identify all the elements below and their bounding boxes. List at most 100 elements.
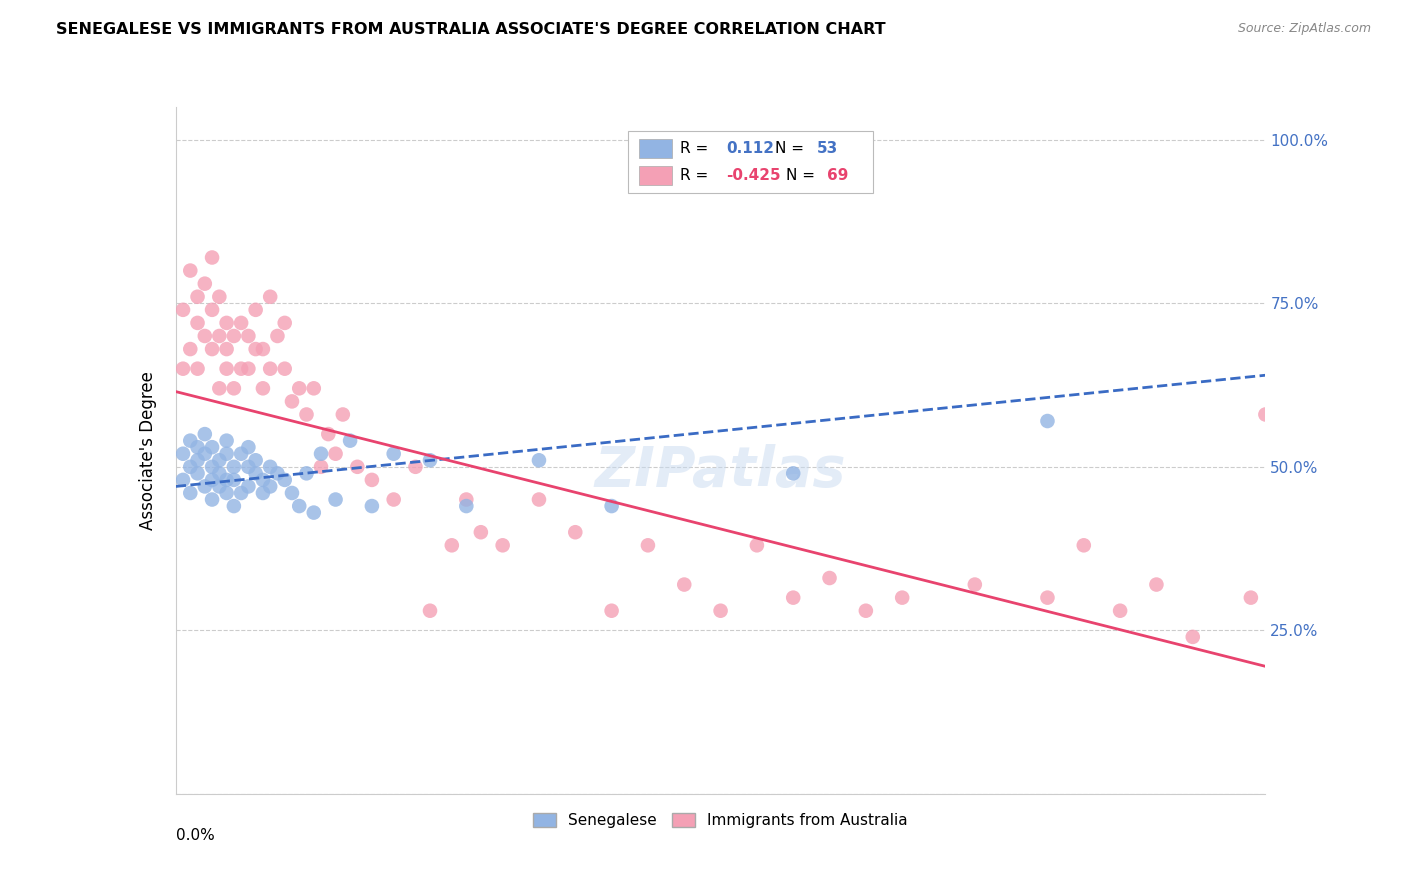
Point xyxy=(309,447,332,461)
Point xyxy=(252,486,274,500)
Point xyxy=(245,467,267,481)
Point xyxy=(208,329,231,343)
Point xyxy=(1254,408,1277,422)
Point xyxy=(346,459,368,474)
Point xyxy=(201,342,224,356)
Point xyxy=(186,316,209,330)
Point xyxy=(208,381,231,395)
Point xyxy=(274,316,297,330)
Point xyxy=(1146,577,1168,591)
Point xyxy=(194,447,217,461)
Point xyxy=(238,479,260,493)
Text: SENEGALESE VS IMMIGRANTS FROM AUSTRALIA ASSOCIATE'S DEGREE CORRELATION CHART: SENEGALESE VS IMMIGRANTS FROM AUSTRALIA … xyxy=(56,22,886,37)
Point xyxy=(456,492,478,507)
Point xyxy=(281,486,304,500)
Text: R =: R = xyxy=(681,141,713,156)
Y-axis label: Associate's Degree: Associate's Degree xyxy=(139,371,157,530)
Point xyxy=(172,447,194,461)
Point xyxy=(208,453,231,467)
Point xyxy=(222,499,245,513)
Point xyxy=(231,486,253,500)
Point xyxy=(215,486,238,500)
Point xyxy=(288,499,311,513)
Point xyxy=(179,342,201,356)
Point xyxy=(252,342,274,356)
Point xyxy=(1073,538,1095,552)
Point xyxy=(222,381,245,395)
Point xyxy=(215,473,238,487)
Point xyxy=(419,604,441,618)
Point xyxy=(325,492,347,507)
Point xyxy=(710,604,733,618)
Point xyxy=(215,342,238,356)
FancyBboxPatch shape xyxy=(638,166,672,185)
Point xyxy=(186,290,209,304)
Point xyxy=(1181,630,1204,644)
Point xyxy=(288,381,311,395)
Point xyxy=(208,479,231,493)
Text: -0.425: -0.425 xyxy=(725,168,780,183)
Point xyxy=(782,467,804,481)
Point xyxy=(252,473,274,487)
Point xyxy=(527,453,550,467)
Point xyxy=(172,302,194,317)
Point xyxy=(855,604,877,618)
Point xyxy=(818,571,841,585)
Point xyxy=(194,479,217,493)
Point xyxy=(238,459,260,474)
Point xyxy=(231,316,253,330)
Point xyxy=(891,591,914,605)
Point xyxy=(673,577,696,591)
Point xyxy=(215,447,238,461)
Point xyxy=(179,263,201,277)
Point xyxy=(309,459,332,474)
Point xyxy=(281,394,304,409)
Point xyxy=(470,525,492,540)
Point xyxy=(302,381,325,395)
Point xyxy=(245,302,267,317)
Point xyxy=(382,492,405,507)
Point xyxy=(215,361,238,376)
Text: Source: ZipAtlas.com: Source: ZipAtlas.com xyxy=(1237,22,1371,36)
Text: 0.112: 0.112 xyxy=(725,141,775,156)
Point xyxy=(1036,414,1059,428)
Point xyxy=(186,467,209,481)
Text: 53: 53 xyxy=(817,141,838,156)
Point xyxy=(208,290,231,304)
Point xyxy=(419,453,441,467)
Point xyxy=(238,440,260,454)
Point xyxy=(245,342,267,356)
Point xyxy=(201,492,224,507)
Point xyxy=(194,329,217,343)
Text: R =: R = xyxy=(681,168,713,183)
Point xyxy=(194,277,217,291)
Point xyxy=(194,427,217,442)
Point xyxy=(208,467,231,481)
Point xyxy=(245,453,267,467)
Point xyxy=(259,361,281,376)
Point xyxy=(1036,591,1059,605)
Point xyxy=(186,361,209,376)
Point xyxy=(440,538,463,552)
Point xyxy=(259,290,281,304)
Point xyxy=(252,381,274,395)
Point xyxy=(637,538,659,552)
Point xyxy=(564,525,586,540)
Point xyxy=(382,447,405,461)
Text: ZIPatlas: ZIPatlas xyxy=(595,444,846,498)
Point xyxy=(201,302,224,317)
Point xyxy=(259,459,281,474)
Point xyxy=(215,316,238,330)
Point xyxy=(172,361,194,376)
Text: 0.0%: 0.0% xyxy=(176,828,215,843)
Point xyxy=(179,459,201,474)
Point xyxy=(600,604,623,618)
Point xyxy=(318,427,340,442)
Point xyxy=(231,447,253,461)
Point xyxy=(201,251,224,265)
Point xyxy=(179,434,201,448)
Point xyxy=(259,479,281,493)
Point xyxy=(238,329,260,343)
Point xyxy=(745,538,768,552)
Point xyxy=(172,473,194,487)
